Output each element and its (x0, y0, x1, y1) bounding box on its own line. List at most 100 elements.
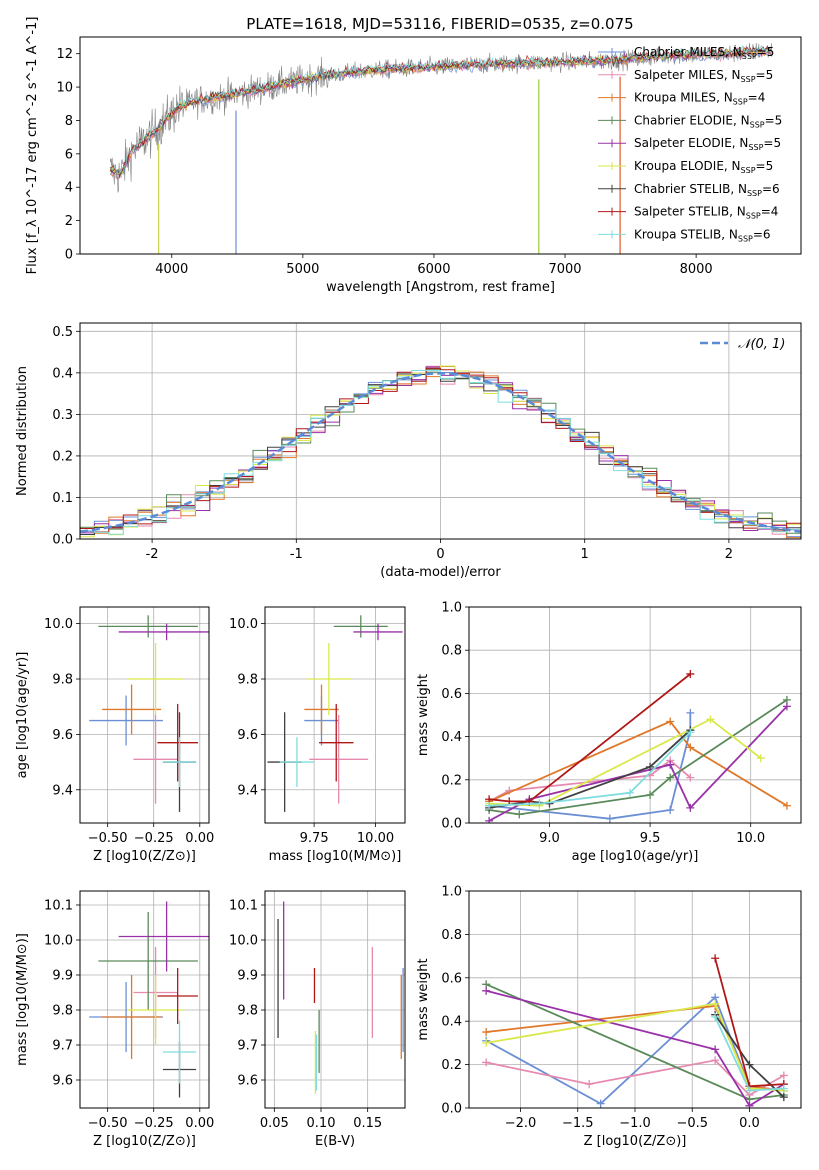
x-tick-label: 9.5 (640, 831, 661, 846)
axes-frame (264, 606, 406, 824)
y-tick-label: 0.5 (52, 325, 73, 340)
x-axis-label: wavelength [Angstrom, rest frame] (326, 280, 555, 295)
weight-line-4 (485, 989, 785, 1108)
weight-marker (686, 803, 695, 812)
y-tick-label: 0.8 (441, 644, 462, 659)
x-tick-label: −0.25 (134, 831, 174, 846)
x-tick-label: 9.75 (300, 831, 329, 846)
axes-frame (79, 890, 210, 1109)
axes-frame (264, 890, 406, 1109)
legend-label: Kroupa MILES, NSSP=4 (634, 91, 765, 107)
x-tick-label: 7000 (548, 262, 581, 277)
weight-marker (686, 743, 695, 752)
y-tick-label: 9.4 (52, 783, 73, 798)
y-tick-label: 10.0 (229, 934, 258, 949)
y-tick-label: 9.9 (52, 969, 73, 984)
y-tick-label: 0.2 (441, 773, 462, 788)
x-tick-label: -1 (290, 547, 303, 562)
legend-nssp-prefix: , N (725, 45, 742, 59)
y-tick-label: 0.0 (441, 817, 462, 832)
y-tick-label: 10.0 (44, 617, 73, 632)
weight-marker (779, 1093, 788, 1102)
axes-frame (468, 606, 802, 824)
legend-model-name: Chabrier STELIB (634, 182, 730, 196)
panel-residuals: -2 -1 0 1 2 0.0 0.1 0.2 0.3 0.4 0.5 (data-model)/er… (15, 322, 802, 580)
legend-nssp-sub: SSP (741, 166, 756, 175)
weight-marker (666, 760, 675, 769)
legend-nssp-prefix: , N (730, 182, 747, 196)
y-tick-label: 9.9 (237, 969, 258, 984)
legend-label: Chabrier MILES, NSSP=5 (634, 45, 774, 61)
plot-area-mass-vs-Z (89, 901, 209, 1098)
legend-nssp-eq: = (748, 91, 758, 105)
weight-marker (485, 816, 494, 823)
x-tick-label: −0.5 (676, 1116, 708, 1131)
x-tick-label: 8000 (680, 262, 713, 277)
legend-label: Salpeter STELIB, NSSP=4 (634, 205, 778, 221)
x-tick-label: −0.50 (88, 1116, 128, 1131)
legend-nssp-eq: = (762, 182, 772, 196)
y-tick-label: 4 (65, 181, 73, 196)
gaussian-legend-label: 𝒩(0, 1) (738, 337, 785, 352)
legend-nssp-value: 5 (766, 159, 774, 173)
y-tick-label: 0.6 (441, 971, 462, 986)
legend-label: Kroupa ELODIE, NSSP=5 (634, 159, 773, 175)
panel-weight-vs-Z: −2.0 −1.5 −1.0 −0.5 0.0 0.0 0.2 0.4 0.6 0.8 1.0 Z [… (416, 885, 802, 1149)
legend-nssp-eq: = (757, 45, 767, 59)
y-tick-label: 1.0 (441, 601, 462, 616)
legend-nssp-sub: SSP (741, 75, 756, 84)
y-tick-label: 0.8 (441, 928, 462, 943)
weight-marker (711, 954, 720, 963)
x-tick-label: 10.00 (357, 831, 394, 846)
weight-marker (605, 814, 614, 823)
weight-marker (515, 810, 524, 819)
y-tick-label: 0.2 (52, 449, 73, 464)
x-tick-label: 0.10 (307, 1116, 336, 1131)
legend-nssp-prefix: , N (721, 227, 738, 241)
gaussian-curve (80, 372, 801, 533)
x-tick-label: 4000 (155, 262, 188, 277)
legend-nssp-value: 5 (766, 68, 774, 82)
weight-marker (686, 669, 695, 678)
legend-nssp-eq: = (765, 113, 775, 127)
y-axis-label: Flux [f_λ 10^-17 erg cm^-2 s^-1 A^-1] (25, 17, 40, 275)
x-tick-label: 5000 (286, 262, 319, 277)
panel-mass-vs-Z: −0.50 −0.25 0.00 9.6 9.7 9.8 9.9 10.0 10.1 Z [log… (15, 890, 214, 1149)
y-tick-label: 0.6 (441, 687, 462, 702)
plot-area-weight-vs-age (485, 669, 791, 823)
y-tick-label: 9.6 (237, 728, 258, 743)
legend-nssp-sub: SSP (746, 212, 761, 221)
panel-weight-vs-age: 9.0 9.5 10.0 0.0 0.2 0.4 0.6 0.8 1.0 age [log10(a… (416, 601, 802, 864)
residual-histogram-7 (80, 367, 801, 533)
plot-area-age-vs-Z (89, 615, 209, 812)
weight-marker (666, 773, 675, 782)
y-tick-label: 0.4 (52, 366, 73, 381)
weight-marker (745, 1101, 754, 1108)
y-tick-label: 2 (65, 214, 73, 229)
x-tick-label: 6000 (417, 262, 450, 277)
x-tick-label: 0.0 (739, 1116, 760, 1131)
legend-model-name: Kroupa ELODIE (634, 159, 724, 173)
weight-marker (646, 762, 655, 771)
y-tick-label: 6 (65, 147, 73, 162)
legend-model-name: Salpeter ELODIE (634, 136, 732, 150)
weight-marker (711, 1056, 720, 1065)
legend-nssp-sub: SSP (750, 120, 765, 129)
y-tick-label: 8 (65, 114, 73, 129)
legend-nssp-value: 5 (775, 113, 783, 127)
y-tick-label: 10.0 (229, 617, 258, 632)
x-tick-label: 0.05 (260, 1116, 289, 1131)
legend-nssp-prefix: , N (733, 113, 750, 127)
legend-model-name: Chabrier ELODIE (634, 113, 733, 127)
legend-label: Chabrier ELODIE, NSSP=5 (634, 113, 782, 129)
legend-nssp-sub: SSP (733, 98, 748, 107)
y-tick-label: 1.0 (441, 885, 462, 900)
legend-model-name: Kroupa MILES (634, 91, 716, 105)
y-tick-label: 10 (56, 81, 73, 96)
plot-area-mass-vs-EBV (277, 901, 404, 1094)
y-tick-label: 0.0 (441, 1102, 462, 1117)
x-tick-label: 2 (725, 547, 733, 562)
y-tick-label: 9.6 (52, 728, 73, 743)
